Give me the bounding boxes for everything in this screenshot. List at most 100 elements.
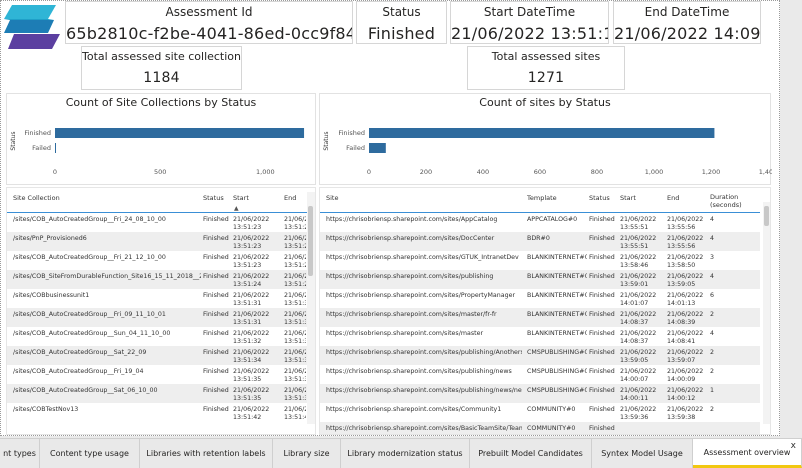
table-cell-template: APPCATALOG#0 bbox=[527, 216, 578, 223]
sites-table[interactable]: Site Template Status Start End Duration … bbox=[319, 187, 771, 435]
bar-finished[interactable] bbox=[55, 128, 305, 138]
chart-title: Count of sites by Status bbox=[479, 96, 611, 109]
col-header-end[interactable]: End bbox=[667, 194, 680, 202]
col-header-end[interactable]: End bbox=[284, 194, 297, 202]
table-cell-status: Finished bbox=[589, 292, 615, 299]
table-row[interactable]: https://chrisobriensp.sharepoint.com/sit… bbox=[320, 365, 760, 384]
tab-content-types[interactable]: nt types bbox=[0, 439, 40, 468]
col-header-duration[interactable]: Duration (seconds) bbox=[710, 193, 742, 209]
card-label: Total assessed sites bbox=[491, 50, 601, 63]
table-row[interactable]: /sites/COB_SiteFromDurableFunction_Site1… bbox=[7, 270, 307, 289]
table-cell-status: Finished bbox=[203, 235, 229, 242]
table-row[interactable]: https://chrisobriensp.sharepoint.com/sit… bbox=[320, 251, 760, 270]
table-row[interactable]: https://chrisobriensp.sharepoint.com/sit… bbox=[320, 308, 760, 327]
table-cell-site-collection: /sites/COB_AutoCreatedGroup__Sat_06_10_0… bbox=[13, 387, 158, 394]
table-cell-site: https://chrisobriensp.sharepoint.com/sit… bbox=[326, 254, 519, 261]
tab-syntex-model-usage[interactable]: Syntex Model Usage bbox=[592, 439, 693, 468]
col-header-status[interactable]: Status bbox=[589, 194, 610, 202]
table-cell-start: 21/06/2022 14:08:37 bbox=[620, 330, 657, 345]
scrollbar-thumb[interactable] bbox=[308, 206, 313, 276]
table-cell-duration: 2 bbox=[710, 368, 715, 375]
col-header-site-collection[interactable]: Site Collection bbox=[13, 194, 60, 202]
table-cell-site-collection: /sites/COB_AutoCreatedGroup__Sun_04_11_1… bbox=[13, 330, 171, 337]
col-header-start[interactable]: Start bbox=[233, 194, 249, 202]
table-row[interactable]: /sites/COB_AutoCreatedGroup__Sun_04_11_1… bbox=[7, 327, 307, 346]
table-row[interactable]: /sites/COBTestNov13 Finished 21/06/2022 13… bbox=[7, 403, 307, 422]
chart-site-collections-by-status[interactable]: Count of Site Collections by Status Stat… bbox=[6, 93, 316, 185]
table-cell-start: 21/06/2022 13:51:23 bbox=[233, 254, 270, 269]
tab-assessment-overview[interactable]: Assessment overview bbox=[693, 439, 802, 468]
table-cell-template: BLANKINTERNET#0 bbox=[527, 311, 587, 318]
tab-libraries-retention-labels[interactable]: Libraries with retention labels bbox=[140, 439, 273, 468]
table-row[interactable]: https://chrisobriensp.sharepoint.com/sit… bbox=[320, 213, 760, 232]
table-cell-site-collection: /sites/COB_AutoCreatedGroup__Fri_19_04 bbox=[13, 368, 144, 375]
col-header-start[interactable]: Start bbox=[620, 194, 636, 202]
table-cell-end: 21/06/20 13:51:32 bbox=[284, 330, 306, 345]
table-cell-end: 21/06/20 13:51:24 bbox=[284, 273, 306, 288]
table-row[interactable]: /sites/COB_AutoCreatedGroup__Fri_09_11_1… bbox=[7, 308, 307, 327]
table-cell-end: 21/06/2022 13:58:50 bbox=[667, 254, 704, 269]
close-icon[interactable]: x bbox=[790, 441, 796, 451]
table-cell-status: Finished bbox=[589, 387, 615, 394]
table-row[interactable]: /sites/COB_AutoCreatedGroup__Fri_21_12_1… bbox=[7, 251, 307, 270]
table-cell-status: Finished bbox=[589, 254, 615, 261]
sort-ascending-icon[interactable]: ▲ bbox=[234, 205, 239, 212]
vertical-scrollbar[interactable] bbox=[307, 192, 315, 424]
tab-content-type-usage[interactable]: Content type usage bbox=[40, 439, 140, 468]
table-row[interactable]: https://chrisobriensp.sharepoint.com/sit… bbox=[320, 289, 760, 308]
bar-failed[interactable] bbox=[55, 143, 56, 153]
bar-failed[interactable] bbox=[369, 143, 386, 153]
col-header-template[interactable]: Template bbox=[527, 194, 557, 202]
table-row[interactable]: /sites/COBbusinessunit1 Finished 21/06/202… bbox=[7, 289, 307, 308]
table-row[interactable]: https://chrisobriensp.sharepoint.com/sit… bbox=[320, 232, 760, 251]
col-header-status[interactable]: Status bbox=[203, 194, 224, 202]
table-cell-status: Finished bbox=[203, 349, 229, 356]
table-row[interactable]: /sites/COB_AutoCreatedGroup__Fri_24_08_1… bbox=[7, 213, 307, 232]
table-row[interactable]: https://chrisobriensp.sharepoint.com/sit… bbox=[320, 403, 760, 422]
category-label: Finished bbox=[338, 129, 365, 137]
y-axis-label: Status bbox=[10, 131, 17, 150]
table-row[interactable]: https://chrisobriensp.sharepoint.com/sit… bbox=[320, 346, 760, 365]
x-tick-label: 200 bbox=[420, 168, 432, 176]
table-cell-end: 21/06/2022 13:59:05 bbox=[667, 273, 704, 288]
table-cell-template: CMSPUBLISHING#0 bbox=[527, 368, 587, 375]
bar-finished[interactable] bbox=[369, 128, 715, 138]
col-header-site[interactable]: Site bbox=[326, 194, 339, 202]
x-tick-label: 400 bbox=[477, 168, 489, 176]
table-cell-duration: 1 bbox=[710, 387, 715, 394]
card-value: Finished bbox=[367, 24, 436, 43]
table-cell-site: https://chrisobriensp.sharepoint.com/sit… bbox=[326, 425, 522, 432]
vertical-scrollbar[interactable] bbox=[763, 202, 770, 424]
table-row[interactable]: /sites/PnP_Provisioned6 Finished 21/06/202… bbox=[7, 232, 307, 251]
table-row[interactable]: /sites/COB_AutoCreatedGroup__Sat_06_10_0… bbox=[7, 384, 307, 403]
site-collection-table[interactable]: Site Collection Status Start ▲ End /site… bbox=[6, 187, 316, 435]
table-cell-duration: 4 bbox=[710, 216, 715, 223]
table-cell-start: 21/06/2022 13:55:51 bbox=[620, 235, 657, 250]
y-axis-label: Status bbox=[323, 131, 330, 150]
table-row[interactable]: https://chrisobriensp.sharepoint.com/sit… bbox=[320, 422, 760, 434]
table-row[interactable]: /sites/COB_AutoCreatedGroup__Sat_22_09 Fi… bbox=[7, 346, 307, 365]
card-value: 1271 bbox=[527, 70, 565, 86]
table-cell-template: COMMUNITY#0 bbox=[527, 425, 576, 432]
table-cell-end: 21/06/2022 14:08:41 bbox=[667, 330, 704, 345]
tab-library-size[interactable]: Library size bbox=[273, 439, 341, 468]
table-cell-status: Finished bbox=[203, 368, 229, 375]
x-tick-label: 0 bbox=[367, 168, 371, 176]
table-cell-status: Finished bbox=[203, 406, 229, 413]
table-cell-status: Finished bbox=[203, 292, 229, 299]
table-cell-end: 21/06/2022 13:59:38 bbox=[667, 406, 704, 421]
table-row[interactable]: https://chrisobriensp.sharepoint.com/sit… bbox=[320, 384, 760, 403]
table-cell-start: 21/06/2022 13:58:46 bbox=[620, 254, 657, 269]
tab-library-modernization-status[interactable]: Library modernization status bbox=[341, 439, 470, 468]
card-total-sites: Total assessed sites 1271 bbox=[467, 46, 625, 90]
table-cell-status: Finished bbox=[203, 387, 229, 394]
table-row[interactable]: /sites/COB_AutoCreatedGroup__Fri_19_04 Fi… bbox=[7, 365, 307, 384]
scrollbar-thumb[interactable] bbox=[764, 206, 769, 226]
tab-prebuilt-model-candidates[interactable]: Prebuilt Model Candidates bbox=[470, 439, 592, 468]
table-row[interactable]: https://chrisobriensp.sharepoint.com/sit… bbox=[320, 270, 760, 289]
table-cell-end: 21/06/20 13:51:31 bbox=[284, 311, 306, 326]
table-row[interactable]: https://chrisobriensp.sharepoint.com/sit… bbox=[320, 327, 760, 346]
chart-sites-by-status[interactable]: Count of sites by Status Status Finished F… bbox=[319, 93, 772, 185]
table-cell-end: 21/06/2022 13:55:56 bbox=[667, 216, 704, 231]
table-cell-site-collection: /sites/COB_AutoCreatedGroup__Sat_22_09 bbox=[13, 349, 147, 356]
